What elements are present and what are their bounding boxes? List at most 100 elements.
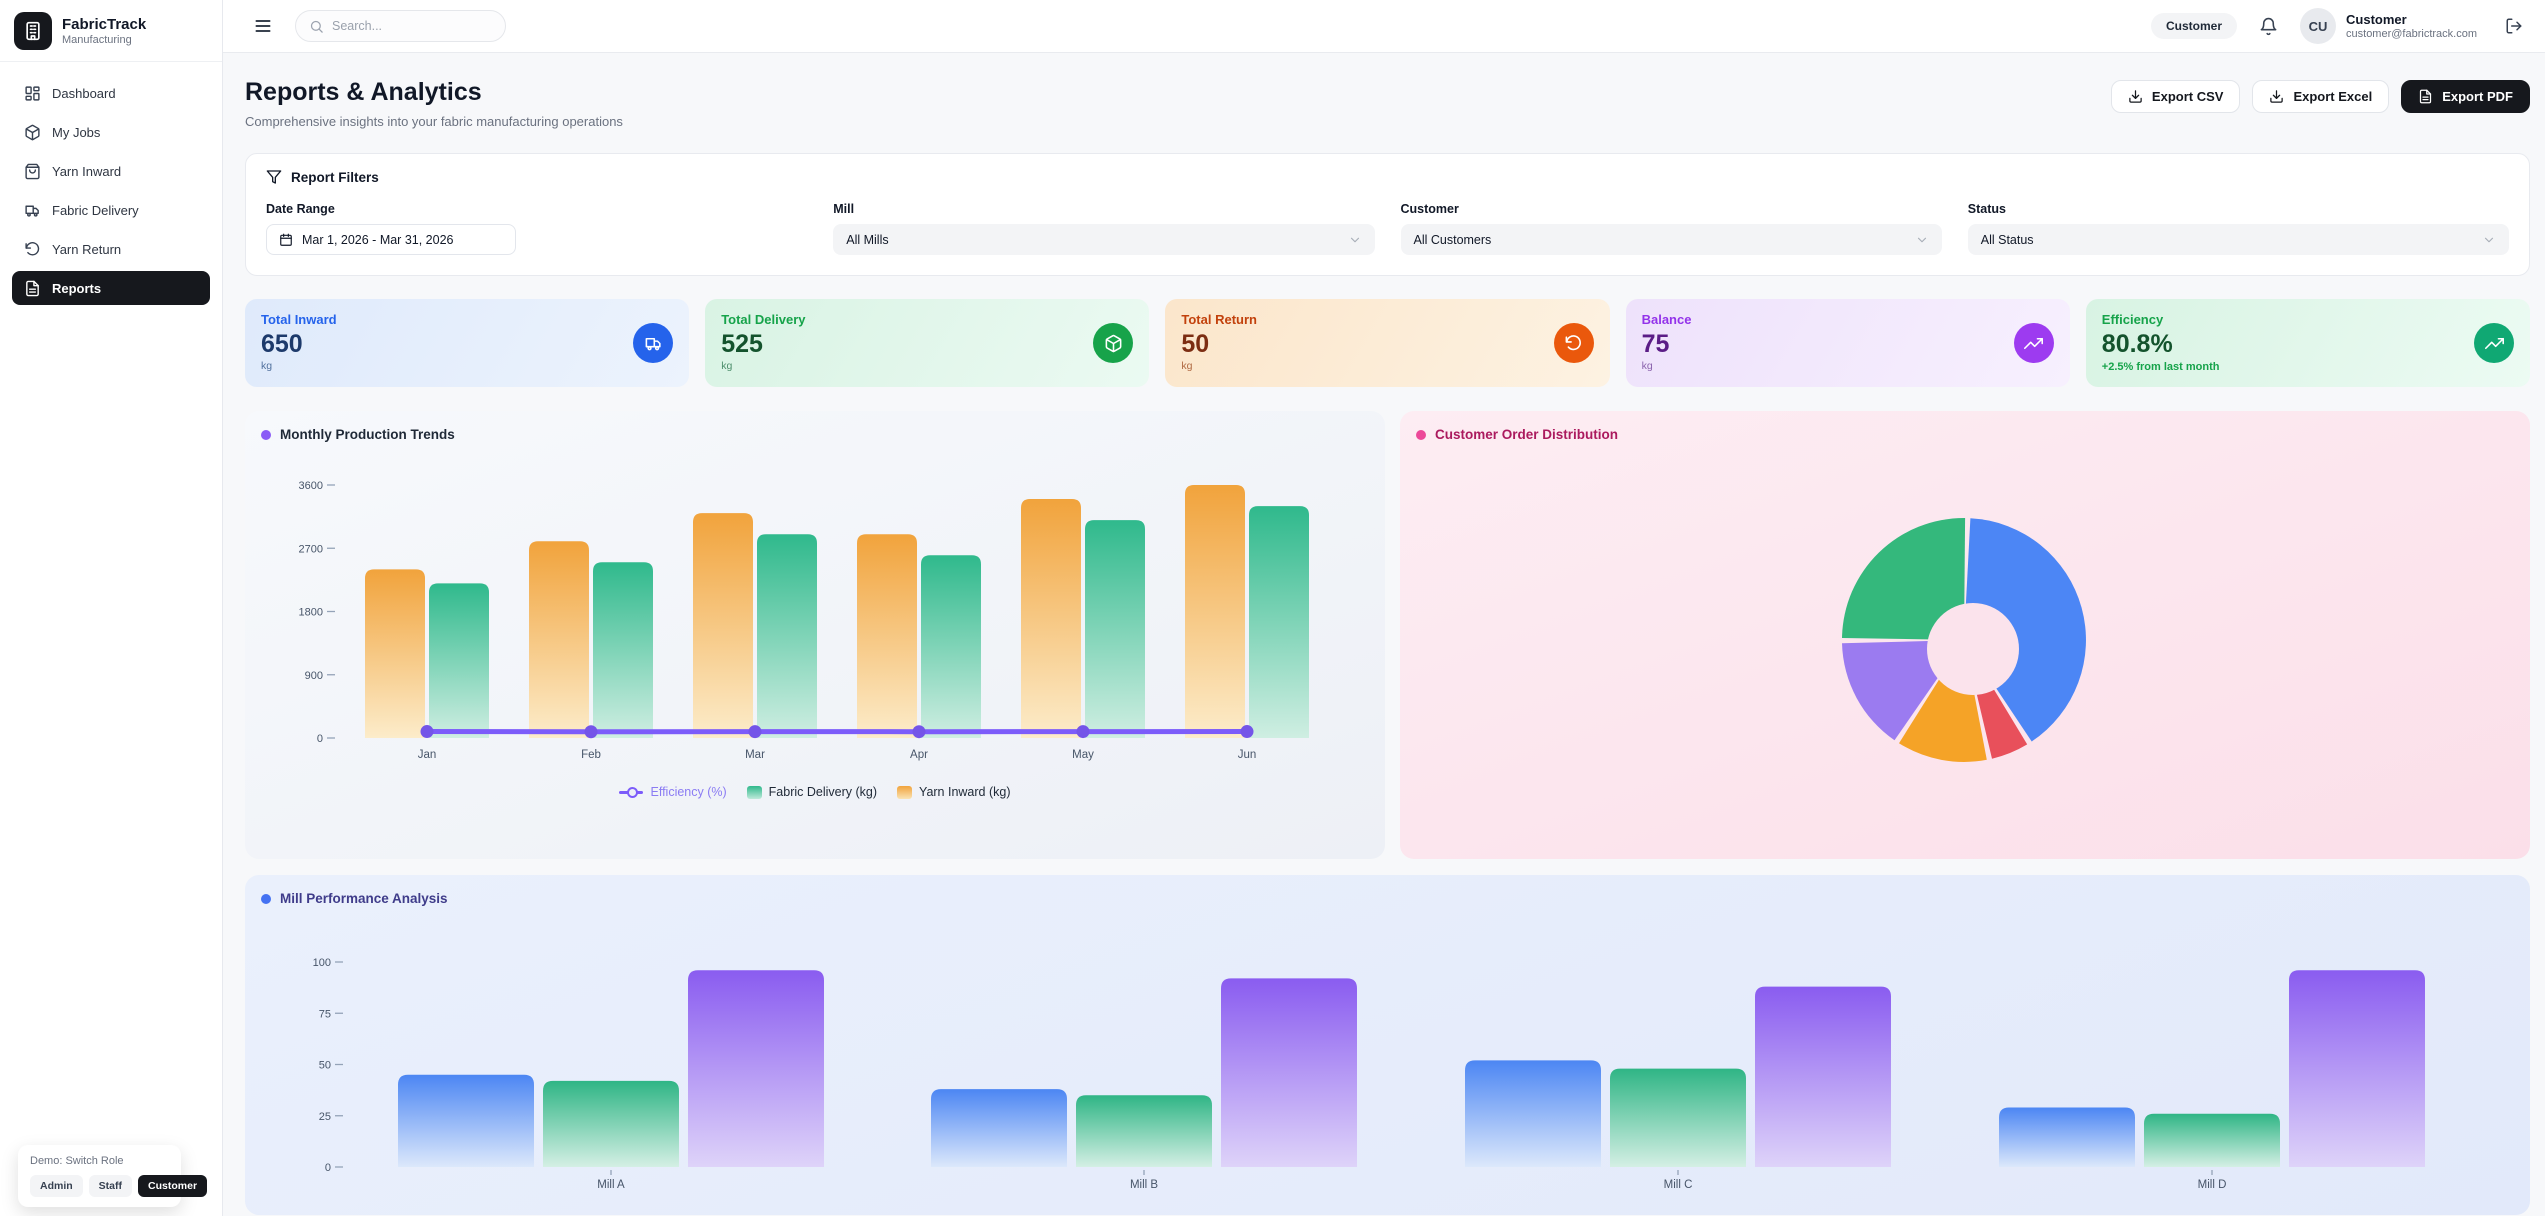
sidebar-item-my-jobs[interactable]: My Jobs xyxy=(12,115,210,149)
topbar-right: Customer CU Customer customer@fabrictrac… xyxy=(2151,8,2523,44)
monthly-production-chart: 0 900 1800 2700 3600 Jan Feb Mar Apr May Jun xyxy=(261,442,1369,779)
date-range-label: Date Range xyxy=(266,202,335,216)
sidebar-item-label: Dashboard xyxy=(52,85,116,101)
date-range-value: Mar 1, 2026 - Mar 31, 2026 xyxy=(302,232,454,247)
stat-unit: kg xyxy=(1181,360,1193,372)
svg-text:Mill A: Mill A xyxy=(597,1179,625,1191)
status-label: Status xyxy=(1967,202,2006,216)
monthly-chart-title: Monthly Production Trends xyxy=(280,427,455,442)
stat-card-efficiency: Efficiency 80.8% +2.5% from last month xyxy=(2085,299,2530,387)
demo-role-switcher: Demo: Switch Role Admin Staff Customer xyxy=(18,1145,208,1207)
pie-chart-title: Customer Order Distribution xyxy=(1435,427,1619,442)
customer-order-donut-chart xyxy=(1416,442,2514,823)
stat-value: 75 xyxy=(1641,330,1670,358)
app-logo: FabricTrack Manufacturing xyxy=(0,0,222,62)
calendar-icon xyxy=(279,233,293,247)
role-admin-button[interactable]: Admin xyxy=(30,1175,83,1197)
customer-select-value: All Customers xyxy=(1413,232,1492,247)
sidebar-item-label: Reports xyxy=(52,280,102,296)
sidebar-item-label: Yarn Inward xyxy=(52,163,122,179)
status-select-value: All Status xyxy=(1980,232,2034,247)
svg-text:2700: 2700 xyxy=(299,543,323,555)
stat-card-total-inward: Total Inward 650 kg xyxy=(245,299,690,387)
bell-icon[interactable] xyxy=(2259,17,2278,36)
sidebar-item-dashboard[interactable]: Dashboard xyxy=(12,76,210,110)
logout-icon[interactable] xyxy=(2505,17,2523,35)
menu-icon[interactable] xyxy=(253,16,273,36)
yellow-swatch-icon xyxy=(897,785,913,799)
stat-value: 650 xyxy=(261,330,303,358)
sidebar-item-fabric-delivery[interactable]: Fabric Delivery xyxy=(12,193,210,227)
svg-text:25: 25 xyxy=(319,1111,331,1123)
legend-yarn-inward: Yarn Inward (kg) xyxy=(897,785,1011,799)
pink-dot-icon xyxy=(1416,429,1426,440)
search-placeholder: Search... xyxy=(332,19,383,33)
sidebar-item-label: My Jobs xyxy=(52,124,101,140)
svg-text:100: 100 xyxy=(313,957,331,969)
topbar: Search... Customer CU Customer customer@… xyxy=(223,0,2545,53)
sidebar-item-reports[interactable]: Reports xyxy=(12,271,210,305)
mill-select[interactable]: All Mills xyxy=(833,224,1375,255)
trending-up-icon xyxy=(2013,323,2054,363)
user-menu[interactable]: CU Customer customer@fabrictrack.com xyxy=(2300,8,2477,44)
search-input[interactable]: Search... xyxy=(295,10,506,42)
filter-mill: Mill All Mills xyxy=(833,202,1375,255)
svg-text:Feb: Feb xyxy=(581,749,601,761)
filters-title: Report Filters xyxy=(291,169,379,185)
svg-text:0: 0 xyxy=(317,733,323,745)
stat-unit: kg xyxy=(721,360,733,372)
status-select[interactable]: All Status xyxy=(1967,224,2509,255)
date-range-input[interactable]: Mar 1, 2026 - Mar 31, 2026 xyxy=(266,224,516,255)
svg-text:1800: 1800 xyxy=(299,607,323,619)
monthly-production-trends-card: Monthly Production Trends 0 900 1800 2700 36… xyxy=(245,411,1385,859)
stat-label: Efficiency xyxy=(2101,312,2164,327)
filter-status: Status All Status xyxy=(1967,202,2509,255)
stat-label: Total Return xyxy=(1181,312,1257,327)
download-icon xyxy=(2269,89,2284,104)
role-customer-button[interactable]: Customer xyxy=(138,1175,208,1197)
building-icon xyxy=(14,11,52,50)
stat-card-total-return: Total Return 50 kg xyxy=(1165,299,1610,387)
sidebar-item-yarn-inward[interactable]: Yarn Inward xyxy=(12,154,210,188)
role-staff-button[interactable]: Staff xyxy=(88,1175,133,1197)
report-filters-card: Report Filters Date Range Mar 1, 2026 - … xyxy=(245,153,2530,276)
page-title: Reports & Analytics xyxy=(245,78,482,106)
user-email: customer@fabrictrack.com xyxy=(2346,28,2477,41)
legend-efficiency: Efficiency (%) xyxy=(619,785,727,799)
export-excel-button[interactable]: Export Excel xyxy=(2252,80,2390,113)
rotate-ccw-icon xyxy=(1553,323,1594,363)
export-excel-label: Export Excel xyxy=(2293,89,2373,104)
stat-value: 80.8% xyxy=(2101,330,2173,358)
sidebar-item-label: Yarn Return xyxy=(52,241,122,257)
svg-text:Mill D: Mill D xyxy=(2198,1179,2227,1191)
search-icon xyxy=(309,19,324,34)
package-icon xyxy=(1093,323,1134,363)
sidebar-item-label: Fabric Delivery xyxy=(52,202,139,218)
customer-select[interactable]: All Customers xyxy=(1400,224,1942,255)
export-pdf-button[interactable]: Export PDF xyxy=(2401,80,2530,113)
stat-trend: +2.5% from last month xyxy=(2101,361,2220,373)
stat-label: Balance xyxy=(1641,312,1692,327)
mill-performance-chart: 0 25 50 75 100 Mill A Mill B Mill C Mill D xyxy=(261,906,2514,1211)
stat-label: Total Inward xyxy=(261,312,337,327)
sidebar-item-yarn-return[interactable]: Yarn Return xyxy=(12,232,210,266)
sidebar: FabricTrack Manufacturing Dashboard My J… xyxy=(0,0,223,1216)
export-csv-button[interactable]: Export CSV xyxy=(2110,80,2241,113)
customer-label: Customer xyxy=(1400,202,1459,216)
purple-dot-icon xyxy=(261,429,271,440)
user-name: Customer xyxy=(2346,11,2407,27)
svg-text:Jun: Jun xyxy=(1238,749,1257,761)
truck-icon xyxy=(633,323,674,363)
monthly-chart-legend: Efficiency (%) Fabric Delivery (kg) Yarn… xyxy=(261,785,1369,799)
trending-up-icon xyxy=(2474,323,2514,363)
chevron-down-icon xyxy=(1348,233,1362,247)
filter-date-range: Date Range Mar 1, 2026 - Mar 31, 2026 xyxy=(266,202,807,255)
svg-text:50: 50 xyxy=(319,1060,331,1072)
svg-text:Mill B: Mill B xyxy=(1130,1179,1158,1191)
download-icon xyxy=(2128,89,2143,104)
svg-text:Jan: Jan xyxy=(418,749,437,761)
chevron-down-icon xyxy=(2482,233,2496,247)
charts-row: Monthly Production Trends 0 900 1800 2700 36… xyxy=(245,411,2530,859)
app-tagline: Manufacturing xyxy=(62,33,132,46)
